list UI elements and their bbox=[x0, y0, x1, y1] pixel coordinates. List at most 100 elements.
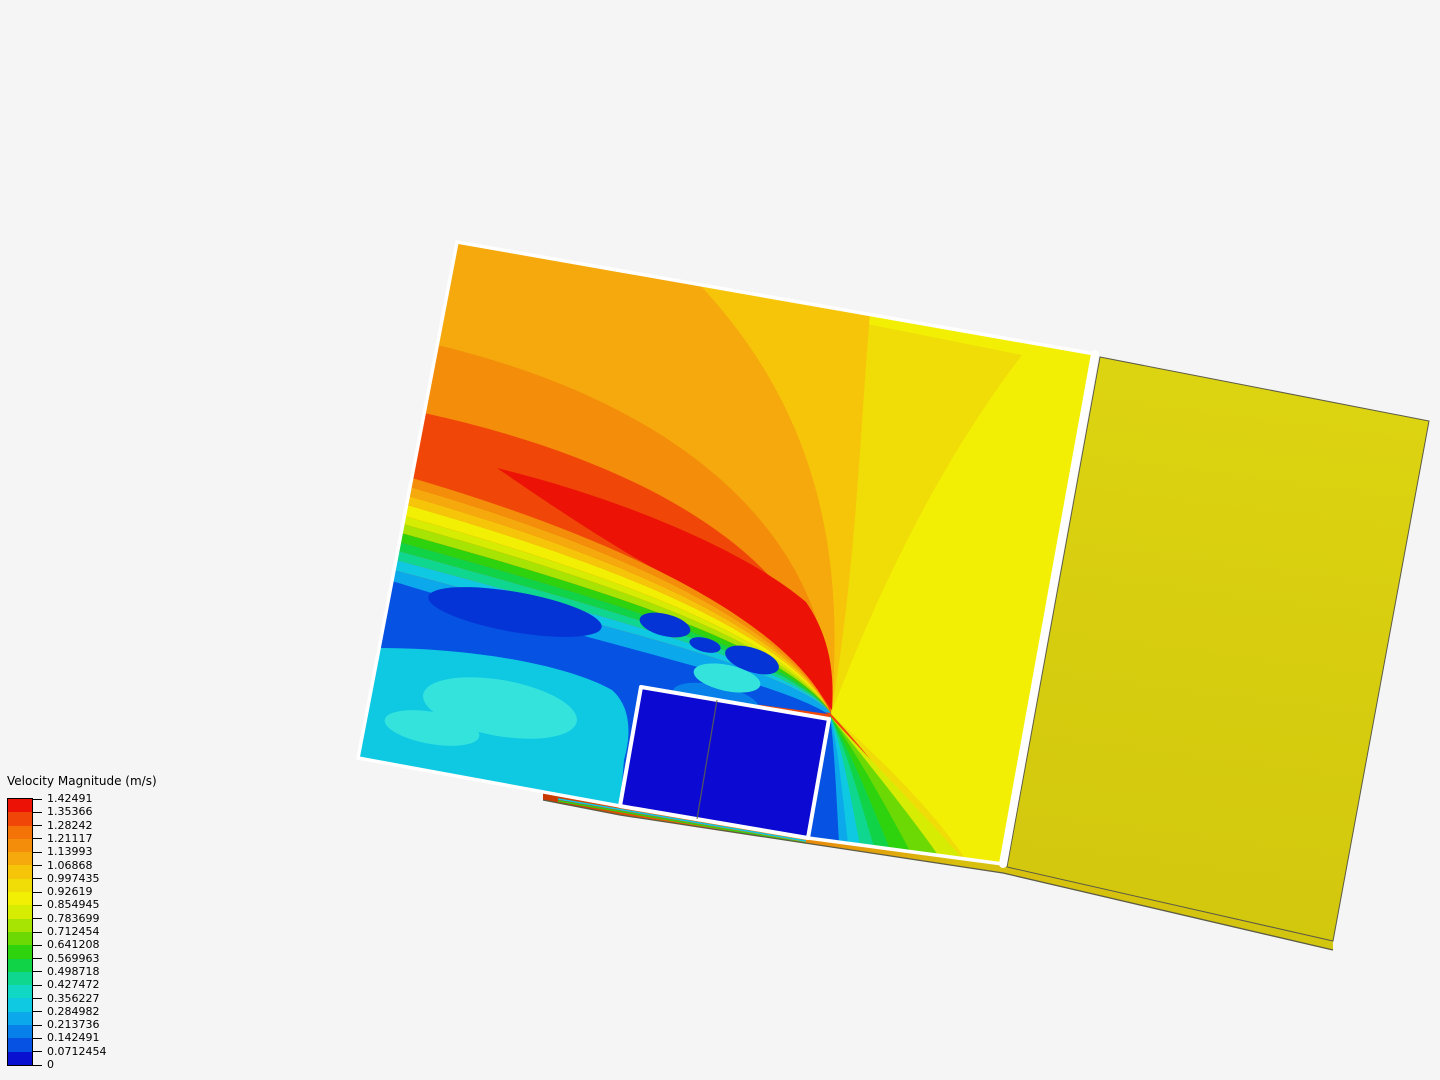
far-plane-fill bbox=[1006, 356, 1430, 942]
tick-line bbox=[33, 878, 42, 880]
legend-color-band bbox=[8, 1025, 32, 1039]
legend-tick: 0.92619 bbox=[33, 886, 93, 898]
tick-line bbox=[33, 798, 42, 800]
legend-tick: 0.142491 bbox=[33, 1032, 100, 1044]
tick-line bbox=[33, 865, 42, 866]
legend-tick: 0.783699 bbox=[33, 911, 100, 925]
tick-line bbox=[33, 838, 42, 840]
tick-line bbox=[33, 1024, 42, 1026]
ground-dash-cyan bbox=[557, 798, 807, 842]
tick-line bbox=[33, 931, 42, 933]
tick-label: 0.854945 bbox=[47, 898, 100, 912]
legend-tick: 0.569963 bbox=[33, 951, 100, 965]
tick-label: 0.0712454 bbox=[47, 1044, 107, 1058]
legend-color-band bbox=[8, 825, 32, 839]
legend-tick: 0.712454 bbox=[33, 926, 100, 938]
tick-line bbox=[33, 1037, 42, 1039]
tick-line bbox=[33, 918, 42, 920]
legend-color-band bbox=[8, 905, 32, 919]
ground-edge-line bbox=[542, 799, 1334, 951]
legend-tick: 0.356227 bbox=[33, 991, 100, 1005]
contour-plane bbox=[358, 242, 1095, 864]
tick-label: 1.06868 bbox=[47, 858, 93, 872]
band bbox=[401, 524, 831, 713]
tick-line bbox=[33, 1064, 42, 1066]
legend-tick: 1.28242 bbox=[33, 819, 93, 832]
legend-colorbar bbox=[7, 798, 33, 1066]
scalar-bar-legend: Velocity Magnitude (m/s) 1.42491 1.35366 1… bbox=[7, 774, 187, 1071]
obstacle-box[interactable] bbox=[618, 685, 831, 840]
tick-label: 0.997435 bbox=[47, 871, 100, 885]
tick-label: 0.641208 bbox=[47, 938, 100, 952]
tick-line bbox=[33, 811, 42, 813]
tick-label: 0.92619 bbox=[47, 885, 93, 899]
legend-color-band bbox=[8, 838, 32, 853]
tick-line bbox=[33, 984, 42, 986]
tick-line bbox=[33, 971, 42, 973]
band bbox=[398, 542, 831, 713]
legend-color-band bbox=[8, 931, 32, 946]
legend-color-band bbox=[8, 852, 32, 866]
tick-line bbox=[33, 825, 42, 827]
tick-line bbox=[33, 944, 42, 946]
tick-label: 0.783699 bbox=[47, 911, 100, 925]
tick-label: 0.498718 bbox=[47, 964, 100, 978]
tick-label: 0.284982 bbox=[47, 1004, 100, 1018]
tick-line bbox=[33, 891, 42, 893]
legend-color-band bbox=[8, 971, 32, 986]
legend-color-band bbox=[8, 945, 32, 959]
slow-pocket bbox=[689, 637, 721, 653]
legend-color-band bbox=[8, 865, 32, 879]
legend-color-band bbox=[8, 812, 32, 826]
tick-label: 0.356227 bbox=[47, 991, 100, 1005]
ground-dash-green bbox=[557, 800, 807, 844]
legend-tick: 1.06868 bbox=[33, 858, 93, 872]
tick-label: 0.427472 bbox=[47, 978, 100, 992]
band bbox=[808, 716, 839, 842]
tick-line bbox=[33, 998, 42, 999]
legend-tick: 0.997435 bbox=[33, 871, 100, 885]
tick-label: 0.569963 bbox=[47, 951, 100, 965]
legend-color-band bbox=[8, 1051, 32, 1065]
legend-tick: 1.21117 bbox=[33, 831, 93, 845]
legend-color-band bbox=[8, 799, 32, 813]
legend-color-band bbox=[8, 985, 32, 999]
legend-tick: 0.427472 bbox=[33, 979, 100, 991]
tick-line bbox=[33, 1011, 42, 1013]
tick-label: 1.42491 bbox=[47, 792, 93, 805]
band bbox=[396, 551, 831, 713]
tick-line bbox=[33, 904, 42, 906]
slow-pocket bbox=[639, 612, 691, 638]
band bbox=[497, 468, 833, 710]
tick-label: 1.21117 bbox=[47, 831, 93, 845]
plane-gap-highlight bbox=[999, 350, 1099, 868]
legend-tick: 0.854945 bbox=[33, 899, 100, 911]
band bbox=[403, 516, 831, 713]
legend-tick: 0.498718 bbox=[33, 964, 100, 978]
legend-color-band bbox=[8, 1011, 32, 1026]
legend-color-band bbox=[8, 998, 32, 1012]
light-cyan-patch bbox=[384, 710, 480, 746]
tick-label: 0 bbox=[47, 1058, 54, 1071]
legend-ticks: 1.42491 1.35366 1.28242 1.21117 1.13993 1.068… bbox=[33, 793, 173, 1071]
light-cyan-patch bbox=[693, 663, 761, 693]
band bbox=[404, 505, 831, 713]
legend-color-band bbox=[8, 892, 32, 906]
tick-line bbox=[33, 958, 42, 960]
tick-label: 1.35366 bbox=[47, 805, 93, 819]
legend-tick: 0.284982 bbox=[33, 1004, 100, 1018]
legend-tick: 0.641208 bbox=[33, 939, 100, 951]
obstacle-box-face bbox=[618, 685, 831, 840]
legend-color-band bbox=[8, 1038, 32, 1052]
legend-color-band bbox=[8, 918, 32, 932]
legend-tick: 0 bbox=[33, 1059, 54, 1071]
tick-label: 1.13993 bbox=[47, 845, 93, 859]
tick-label: 0.142491 bbox=[47, 1031, 100, 1045]
tick-label: 0.712454 bbox=[47, 925, 100, 938]
far-plane bbox=[1006, 356, 1430, 942]
legend-tick: 1.35366 bbox=[33, 806, 93, 818]
slow-pocket bbox=[725, 645, 779, 675]
